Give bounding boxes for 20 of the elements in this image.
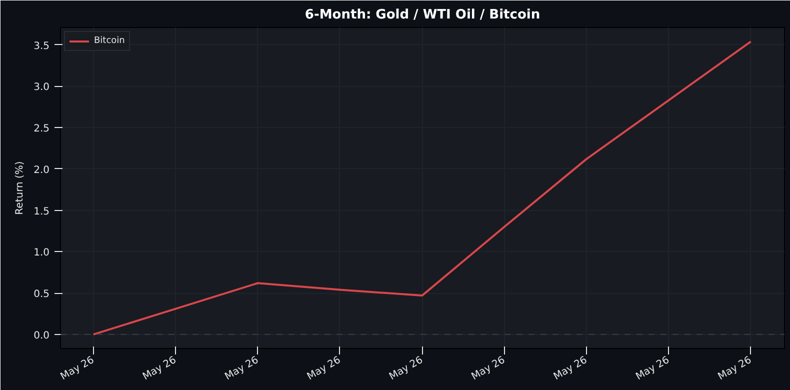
y-axis-title: Return (%) [14, 161, 26, 215]
y-tick-label: 1.0 [34, 248, 50, 259]
y-tick-label: 2.5 [34, 124, 50, 135]
y-tick-label: 3.5 [34, 40, 50, 52]
x-tick-label: May 26 [470, 354, 508, 383]
x-tick-label: May 26 [716, 354, 754, 383]
y-tick-label: 1.5 [34, 206, 50, 218]
x-tick-label: May 26 [223, 354, 260, 383]
x-tick-label: May 26 [58, 354, 96, 383]
x-tick-label: May 26 [305, 354, 343, 383]
x-tick-label: May 26 [141, 354, 178, 383]
x-tick-label: May 26 [552, 354, 590, 383]
y-tick-label: 0.0 [34, 330, 50, 342]
y-tick-label: 0.5 [34, 289, 50, 300]
y-tick-label: 2.0 [34, 164, 50, 176]
chart-title: 6-Month: Gold / WTI Oil / Bitcoin [304, 8, 540, 22]
x-tick-label: May 26 [388, 354, 425, 383]
x-tick-label: May 26 [634, 354, 672, 383]
y-tick-label: 3.0 [34, 82, 50, 94]
legend-label: Bitcoin [94, 36, 125, 46]
